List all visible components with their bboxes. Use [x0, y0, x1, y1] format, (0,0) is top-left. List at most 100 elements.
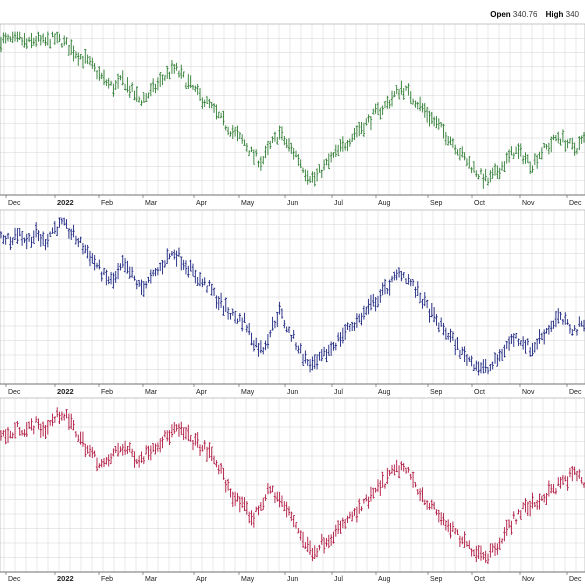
ohlc-bar	[475, 545, 478, 563]
ohlc-bar	[402, 463, 405, 472]
ohlc-bar	[154, 83, 157, 94]
ohlc-bar	[320, 169, 323, 178]
ohlc-bar	[580, 320, 583, 327]
x-tick-label: Apr	[196, 200, 208, 207]
ohlc-bar	[351, 511, 354, 522]
ohlc-bar	[180, 421, 183, 436]
ohlc-bar	[142, 92, 146, 103]
ohlc-bar	[194, 85, 197, 92]
ohlc-bar	[540, 332, 544, 341]
ohlc-bar	[557, 308, 560, 324]
ohlc-bar	[32, 230, 35, 244]
ohlc-bar	[98, 259, 101, 270]
ohlc-bar	[63, 35, 66, 46]
ohlc-bar	[561, 129, 565, 143]
ohlc-bar	[222, 467, 225, 480]
x-tick-label: Nov	[522, 389, 535, 396]
ohlc-bar	[262, 347, 265, 355]
ohlc-bar	[6, 34, 10, 42]
ohlc-bar	[552, 484, 555, 494]
ohlc-bar	[304, 542, 307, 550]
ohlc-bar	[4, 32, 7, 44]
ohlc-bar	[505, 340, 508, 350]
ohlc-bar	[23, 429, 26, 437]
ohlc-bar	[51, 31, 54, 38]
ohlc-bar	[257, 343, 260, 357]
ohlc-bar	[151, 78, 155, 93]
ohlc-bar	[425, 500, 429, 510]
ohlc-bar	[360, 312, 363, 326]
ohlc-bar	[198, 444, 202, 457]
ohlc-bar	[177, 423, 181, 437]
ohlc-bar	[203, 277, 206, 286]
ohlc-bar	[306, 170, 309, 185]
ohlc-bar	[379, 480, 382, 496]
ohlc-bar	[170, 251, 174, 257]
ohlc-bar	[299, 343, 302, 354]
ohlc-bar	[283, 501, 286, 512]
ohlc-bar	[528, 500, 532, 517]
ohlc-bar	[346, 322, 349, 331]
ohlc-bar	[60, 42, 64, 48]
ohlc-bar	[116, 262, 120, 280]
ohlc-bar	[196, 83, 199, 95]
x-tick-label: Sep	[430, 200, 443, 207]
ohlc-bar	[496, 354, 499, 367]
ohlc-bar	[166, 65, 169, 79]
ohlc-bar	[287, 506, 291, 516]
ohlc-bar	[20, 231, 24, 246]
ohlc-bar	[98, 66, 101, 81]
ohlc-bar	[198, 87, 202, 101]
ohlc-bar	[411, 471, 415, 488]
ohlc-bar	[575, 148, 579, 155]
ohlc-bar	[243, 497, 246, 511]
ohlc-bar	[44, 37, 47, 46]
ohlc-bar	[229, 488, 232, 498]
ohlc-bar	[343, 323, 347, 340]
ohlc-bar	[201, 444, 204, 452]
ohlc-bar	[177, 70, 181, 78]
ohlc-bar	[552, 320, 555, 329]
ohlc-bar	[528, 347, 532, 357]
ohlc-bar	[442, 323, 445, 336]
ohlc-bar	[285, 138, 288, 149]
ohlc-bar	[547, 480, 551, 497]
ohlc-bar	[477, 361, 480, 376]
ohlc-bar	[423, 102, 426, 118]
ohlc-bar	[362, 498, 366, 504]
ohlc-bar	[322, 537, 326, 554]
ohlc-bar	[137, 279, 141, 287]
ohlc-bar	[123, 258, 127, 273]
ohlc-bar	[531, 165, 534, 173]
ohlc-bar	[86, 445, 89, 454]
ohlc-bar	[311, 547, 314, 562]
ohlc-bar	[486, 553, 490, 564]
ohlc-bar	[411, 98, 415, 105]
ohlc-bar	[13, 422, 17, 439]
ohlc-bar	[423, 499, 426, 506]
ohlc-bar	[161, 436, 164, 449]
ohlc-bar	[257, 505, 260, 516]
ohlc-bar	[306, 536, 309, 553]
ohlc-bar	[545, 144, 548, 150]
ohlc-bar	[454, 144, 457, 155]
ohlc-bar	[119, 446, 122, 453]
ohlc-bar	[161, 74, 164, 86]
ohlc-bar	[580, 476, 583, 484]
ohlc-bar	[439, 317, 443, 327]
ohlc-bar	[414, 482, 417, 488]
ohlc-bar	[360, 506, 363, 512]
ohlc-bar	[130, 82, 134, 92]
ohlc-bar	[273, 492, 277, 504]
ohlc-bar	[123, 83, 127, 91]
ohlc-bar	[428, 110, 431, 127]
x-tick-label: Dec	[569, 389, 582, 396]
ohlc-bar	[290, 142, 293, 154]
ohlc-bar	[386, 95, 389, 109]
ohlc-bar	[320, 349, 323, 362]
x-tick-label: Dec	[8, 200, 21, 207]
x-tick-label: Sep	[430, 576, 443, 583]
ohlc-bar	[447, 136, 450, 146]
ohlc-bar	[166, 430, 169, 442]
ohlc-bar	[285, 326, 288, 333]
